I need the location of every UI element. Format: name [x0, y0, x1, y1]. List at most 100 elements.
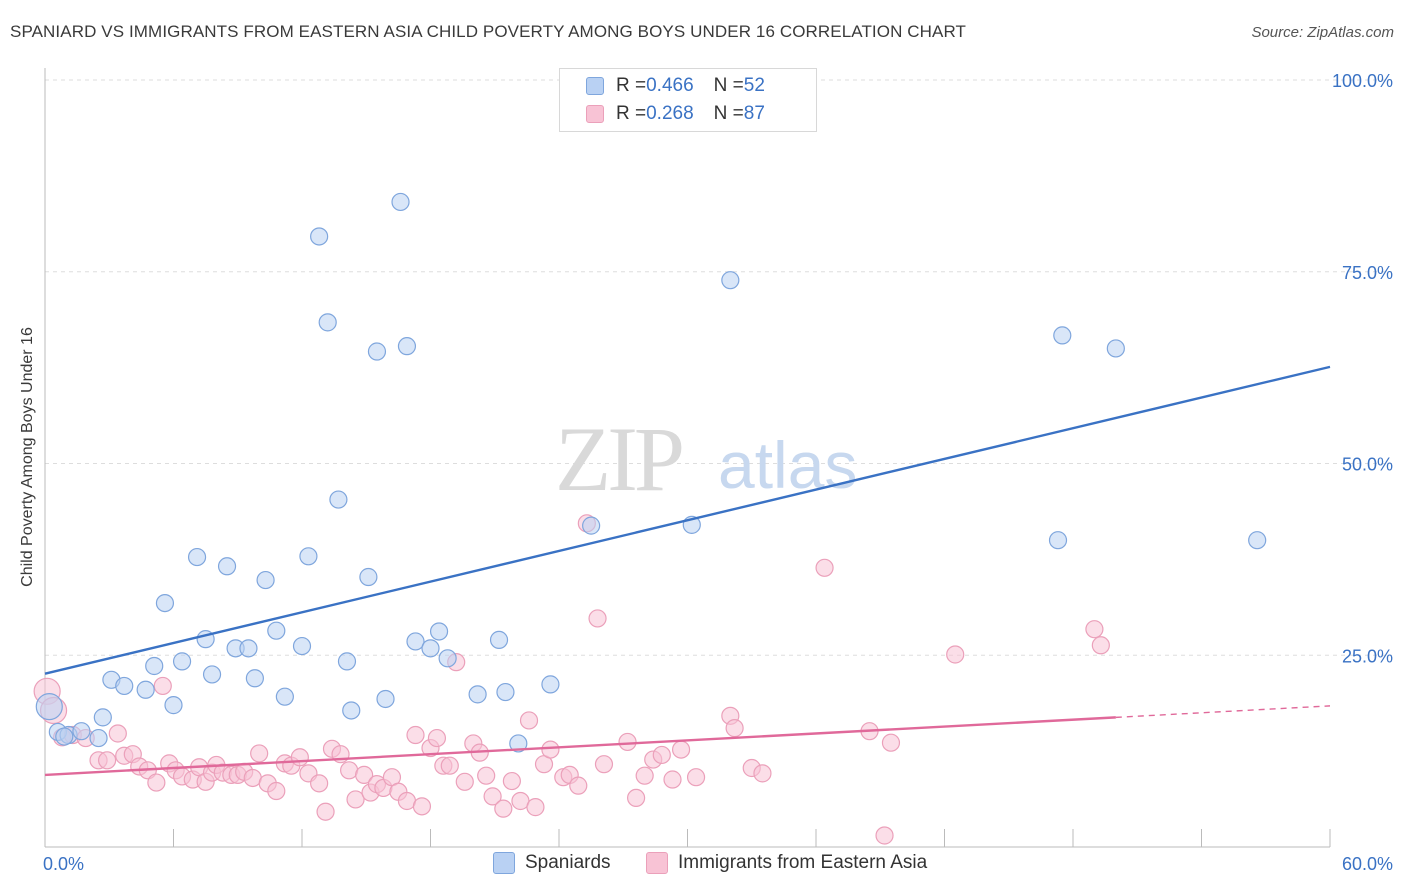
spaniards-point: [55, 727, 74, 746]
watermark-zip: ZIP: [555, 408, 682, 510]
spaniards-point: [292, 636, 312, 656]
y-tick-label: 50.0%: [1342, 455, 1393, 475]
watermark: ZIP atlas: [555, 408, 857, 510]
immigrants-point: [477, 766, 496, 785]
spaniards-trend-line: [44, 365, 1331, 675]
spaniards-point: [299, 547, 318, 566]
spaniards-point: [406, 632, 425, 651]
immigrants-point: [1085, 620, 1104, 639]
immigrants-point: [494, 799, 513, 818]
legend-n-label: N =: [713, 103, 744, 124]
legend-r-value: 0.466: [646, 75, 694, 96]
immigrants-point: [569, 776, 588, 795]
legend-item-immigrants[interactable]: Immigrants from Eastern Asia: [646, 852, 927, 874]
immigrants-point: [440, 756, 459, 775]
immigrants-point: [147, 773, 166, 792]
spaniards-point: [267, 621, 286, 640]
immigrants-point: [635, 766, 654, 785]
spaniards-point: [89, 728, 108, 748]
spaniards-point: [275, 687, 294, 706]
spaniards-point: [421, 639, 440, 658]
legend-r-label: R =: [616, 103, 647, 124]
legend-item-spaniards[interactable]: Spaniards: [493, 852, 611, 874]
spaniards-point: [202, 665, 222, 684]
legend-r-value: 0.268: [646, 103, 694, 124]
x-tick-label: 60.0%: [1342, 854, 1393, 874]
immigrants-point: [250, 744, 269, 763]
immigrants-point: [626, 788, 646, 808]
immigrants-point: [875, 826, 894, 845]
spaniards-point: [310, 227, 329, 246]
immigrants-point: [406, 725, 425, 745]
legend-row-immigrants: R = 0.268 N = 87: [586, 102, 765, 126]
spaniards-point: [245, 669, 264, 688]
immigrants-point: [725, 719, 744, 738]
immigrants-point: [881, 733, 901, 752]
correlation-legend: R = 0.466 N = 52 R = 0.268 N = 87: [559, 68, 817, 132]
series-spaniards-points: [35, 192, 1267, 753]
immigrants-point: [946, 645, 965, 664]
spaniards-point: [172, 652, 192, 671]
spaniards-point: [72, 722, 91, 741]
spaniards-point: [397, 337, 417, 356]
spaniards-point: [145, 656, 164, 676]
chart-title: SPANIARD VS IMMIGRANTS FROM EASTERN ASIA…: [10, 22, 967, 41]
spaniards-point: [256, 570, 275, 590]
spaniards-point: [376, 689, 395, 709]
y-tick-label: 25.0%: [1342, 646, 1393, 666]
immigrants-point: [502, 771, 521, 791]
immigrants-point: [412, 797, 432, 816]
grid-lines: [45, 79, 1392, 656]
spaniards-point: [468, 685, 487, 704]
spaniards-point: [329, 490, 348, 509]
spaniards-point: [187, 547, 207, 567]
immigrants-trend-line: [44, 716, 1116, 777]
immigrants-point: [815, 558, 834, 577]
y-tick-label: 100.0%: [1332, 71, 1393, 91]
watermark-atlas: atlas: [718, 428, 857, 502]
spaniards-point: [337, 652, 357, 671]
legend-r-label: R =: [616, 75, 647, 96]
immigrants-point: [316, 802, 335, 821]
legend-swatch-blue: [586, 77, 604, 95]
spaniards-point: [582, 516, 601, 535]
immigrants-point: [108, 724, 127, 743]
series-legend: Spaniards Immigrants from Eastern Asia: [0, 852, 1406, 876]
legend-row-spaniards: R = 0.466 N = 52: [586, 74, 765, 98]
spaniards-point: [367, 342, 387, 361]
legend-label-immigrants: Immigrants from Eastern Asia: [678, 852, 928, 873]
spaniards-point: [1048, 531, 1068, 550]
legend-swatch-pink: [586, 105, 604, 123]
immigrants-point: [355, 765, 374, 785]
spaniards-point: [136, 680, 155, 699]
immigrants-point: [153, 676, 172, 696]
spaniards-point: [35, 693, 63, 721]
spaniards-point: [429, 622, 449, 641]
legend-swatch-pink: [646, 852, 668, 874]
spaniards-point: [115, 676, 134, 696]
immigrants-point: [340, 761, 359, 780]
immigrants-point: [98, 751, 117, 770]
immigrants-point: [267, 781, 286, 801]
legend-n-label: N =: [713, 75, 744, 96]
immigrants-point: [310, 774, 329, 793]
legend-n-value: 87: [743, 103, 765, 124]
spaniards-point: [489, 630, 509, 650]
tick-labels: 25.0% 50.0% 75.0% 100.0% 0.0% 60.0%: [43, 71, 1393, 874]
spaniards-point: [721, 271, 740, 290]
trend-lines: [44, 365, 1331, 777]
immigrants-point: [1091, 636, 1110, 655]
immigrants-point: [686, 768, 706, 787]
spaniards-point: [155, 593, 175, 613]
immigrants-point: [427, 728, 447, 748]
immigrants-point: [455, 772, 474, 791]
spaniards-point: [391, 192, 410, 212]
legend-n-value: 52: [743, 75, 765, 96]
immigrants-point: [753, 764, 772, 783]
immigrants-trend-line-extension: [1115, 705, 1331, 719]
source-label: Source: ZipAtlas.com: [1251, 24, 1394, 41]
spaniards-point: [359, 567, 378, 587]
immigrants-point: [652, 745, 671, 765]
spaniards-point: [1248, 531, 1267, 550]
